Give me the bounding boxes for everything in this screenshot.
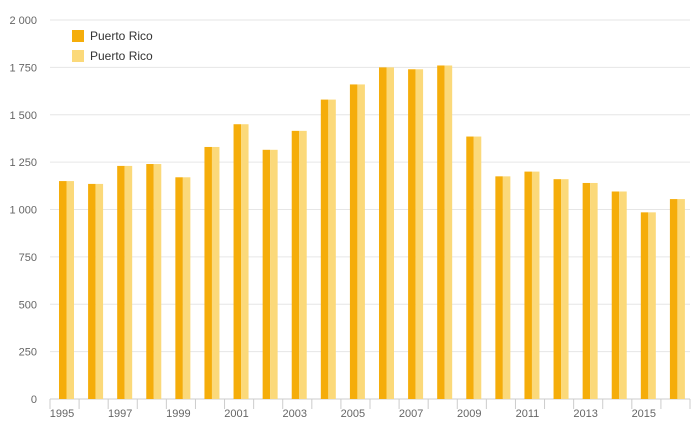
bar-primary-2002 [262, 149, 271, 399]
bar-primary-2001 [233, 124, 242, 399]
bar-secondary-2014 [619, 191, 627, 399]
bar-secondary-2005 [357, 84, 365, 400]
bar-primary-2006 [379, 67, 387, 399]
bar-secondary-2002 [270, 149, 278, 399]
legend-swatch [72, 30, 84, 42]
bar-primary-2004 [320, 99, 329, 399]
x-tick-label: 2013 [573, 408, 597, 420]
bar-secondary-2011 [531, 171, 540, 399]
bar-primary-2010 [495, 176, 503, 399]
bar-secondary-1998 [153, 164, 162, 399]
bar-secondary-1997 [124, 165, 133, 399]
bar-primary-2015 [640, 212, 649, 399]
y-tick-label: 1 750 [9, 62, 37, 74]
bar-secondary-1996 [95, 183, 104, 399]
bar-secondary-2016 [677, 199, 685, 399]
bar-primary-2003 [291, 130, 300, 400]
bar-primary-2016 [669, 199, 678, 399]
bar-primary-2012 [553, 179, 562, 399]
y-tick-label: 1 000 [9, 205, 37, 217]
bar-secondary-2004 [328, 99, 336, 399]
x-tick-label: 1999 [166, 408, 190, 420]
y-tick-label: 1 500 [9, 110, 37, 122]
x-tick-label: 2015 [632, 408, 656, 420]
x-tick-label: 1995 [50, 408, 74, 420]
y-tick-label: 1 250 [9, 157, 37, 169]
bar-secondary-2008 [444, 65, 453, 399]
x-tick-label: 2009 [457, 408, 481, 420]
x-tick-label: 2001 [224, 408, 248, 420]
bar-primary-1999 [175, 177, 183, 399]
legend-label: Puerto Rico [90, 49, 153, 63]
y-tick-label: 2 000 [9, 15, 37, 27]
bar-secondary-2001 [241, 124, 249, 399]
bar-primary-2014 [611, 191, 620, 399]
y-tick-label: 0 [31, 394, 37, 406]
bar-primary-1996 [88, 183, 96, 399]
bar-secondary-2007 [415, 69, 424, 400]
bar-secondary-2009 [473, 136, 482, 400]
bar-secondary-2015 [648, 212, 656, 399]
y-tick-label: 750 [19, 252, 37, 264]
x-tick-label: 2005 [341, 408, 365, 420]
x-tick-label: 2011 [516, 408, 540, 420]
bar-secondary-2006 [386, 67, 394, 399]
x-tick-label: 2007 [399, 408, 423, 420]
bar-secondary-2000 [211, 146, 220, 399]
bar-primary-1997 [117, 165, 125, 399]
bar-secondary-2013 [590, 182, 598, 399]
bar-primary-2000 [204, 146, 212, 399]
bar-primary-1995 [59, 181, 67, 399]
bar-primary-1998 [146, 164, 154, 399]
bar-primary-2011 [524, 171, 532, 399]
bar-primary-2005 [349, 84, 358, 400]
bar-secondary-1995 [66, 181, 74, 399]
legend-label: Puerto Rico [90, 29, 153, 43]
bar-secondary-2010 [502, 176, 511, 399]
bar-primary-2007 [408, 69, 416, 400]
x-tick-label: 1997 [108, 408, 132, 420]
x-axis: 1995 1997 1999 2001 2003 2005 2007 2009 2011 2013… [49, 399, 691, 420]
x-tick-label: 2003 [282, 408, 306, 420]
bars [59, 65, 685, 400]
legend-swatch [72, 50, 84, 62]
bar-secondary-2003 [299, 130, 307, 400]
y-tick-label: 500 [19, 299, 37, 311]
bar-primary-2008 [437, 65, 445, 399]
bar-secondary-1999 [182, 177, 191, 399]
bar-secondary-2012 [561, 179, 569, 399]
y-tick-label: 250 [19, 347, 37, 359]
bar-primary-2009 [466, 136, 474, 400]
bar-primary-2013 [582, 182, 591, 399]
y-axis: 0 250 500 750 1 000 1 250 1 500 1 750 2 000 [9, 15, 37, 406]
legend: Puerto Rico Puerto Rico [72, 29, 153, 63]
